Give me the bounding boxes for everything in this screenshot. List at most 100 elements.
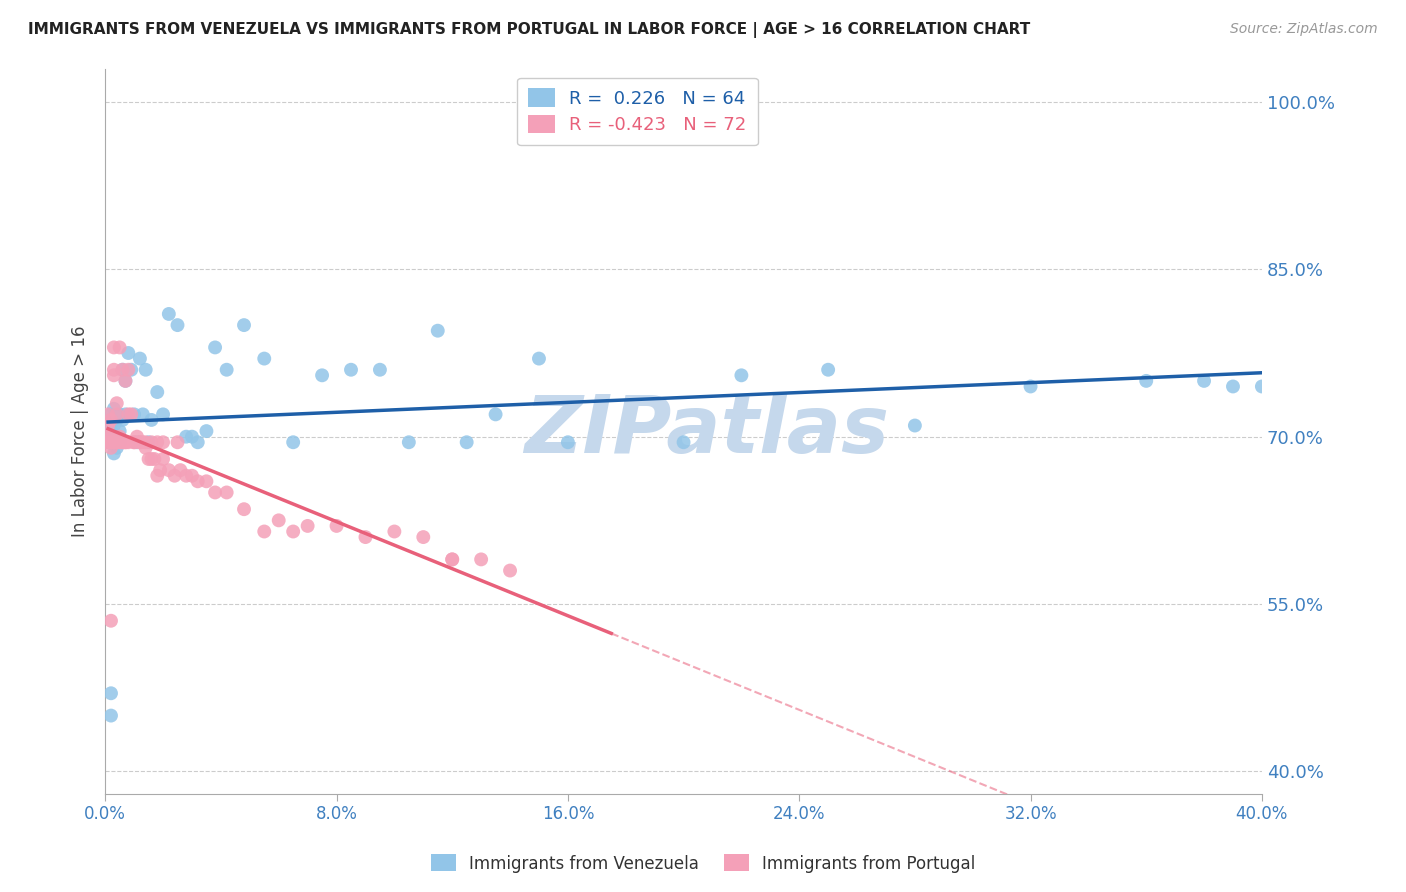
Point [283, 435, 305, 450]
Point [117, 435, 139, 450]
Point [143, 452, 166, 467]
Point [1019, 379, 1042, 393]
Point [108, 424, 131, 438]
Point [1251, 379, 1274, 393]
Point [1192, 374, 1215, 388]
Point [141, 452, 163, 467]
Point [103, 446, 125, 460]
Point [817, 363, 839, 377]
Point [426, 324, 449, 338]
Point [108, 340, 131, 354]
Point [325, 519, 347, 533]
Point [117, 346, 139, 360]
Point [105, 413, 128, 427]
Point [152, 408, 174, 422]
Point [166, 318, 188, 332]
Point [122, 435, 145, 450]
Point [97, 418, 120, 433]
Point [114, 408, 136, 422]
Point [146, 468, 169, 483]
Point [108, 435, 131, 450]
Point [557, 435, 579, 450]
Point [441, 552, 464, 566]
Point [135, 441, 157, 455]
Point [100, 708, 122, 723]
Point [111, 363, 134, 377]
Point [146, 385, 169, 400]
Point [730, 368, 752, 383]
Point [100, 435, 122, 450]
Point [114, 374, 136, 388]
Point [398, 435, 420, 450]
Point [108, 408, 131, 422]
Point [114, 435, 136, 450]
Point [103, 340, 125, 354]
Point [181, 468, 204, 483]
Point [117, 408, 139, 422]
Point [187, 435, 209, 450]
Point [100, 413, 122, 427]
Point [253, 351, 276, 366]
Point [149, 463, 172, 477]
Point [97, 435, 120, 450]
Point [97, 430, 120, 444]
Point [174, 430, 197, 444]
Point [108, 435, 131, 450]
Point [111, 435, 134, 450]
Point [129, 351, 152, 366]
Point [384, 524, 406, 539]
Point [157, 307, 180, 321]
Point [100, 614, 122, 628]
Point [157, 463, 180, 477]
Point [215, 485, 238, 500]
Point [132, 408, 155, 422]
Point [141, 435, 163, 450]
Point [105, 408, 128, 422]
Point [1135, 374, 1157, 388]
Point [100, 413, 122, 427]
Point [97, 430, 120, 444]
Point [267, 513, 290, 527]
Point [122, 435, 145, 450]
Point [672, 435, 695, 450]
Point [103, 430, 125, 444]
Point [103, 368, 125, 383]
Point [105, 435, 128, 450]
Point [125, 435, 148, 450]
Point [100, 441, 122, 455]
Point [111, 363, 134, 377]
Point [195, 475, 218, 489]
Point [100, 686, 122, 700]
Point [204, 340, 226, 354]
Point [97, 435, 120, 450]
Point [1222, 379, 1244, 393]
Point [120, 363, 142, 377]
Y-axis label: In Labor Force | Age > 16: In Labor Force | Age > 16 [72, 326, 89, 537]
Point [187, 475, 209, 489]
Point [169, 463, 191, 477]
Point [441, 552, 464, 566]
Point [233, 502, 256, 516]
Point [100, 435, 122, 450]
Point [111, 435, 134, 450]
Point [166, 435, 188, 450]
Point [204, 485, 226, 500]
Point [100, 430, 122, 444]
Point [283, 524, 305, 539]
Point [138, 452, 160, 467]
Point [105, 430, 128, 444]
Text: ZIPatlas: ZIPatlas [524, 392, 889, 470]
Point [114, 374, 136, 388]
Point [105, 435, 128, 450]
Point [103, 401, 125, 416]
Point [163, 468, 186, 483]
Point [114, 435, 136, 450]
Point [456, 435, 478, 450]
Point [368, 363, 391, 377]
Text: IMMIGRANTS FROM VENEZUELA VS IMMIGRANTS FROM PORTUGAL IN LABOR FORCE | AGE > 16 : IMMIGRANTS FROM VENEZUELA VS IMMIGRANTS … [28, 22, 1031, 38]
Point [152, 452, 174, 467]
Point [105, 396, 128, 410]
Point [97, 408, 120, 422]
Point [215, 363, 238, 377]
Point [103, 418, 125, 433]
